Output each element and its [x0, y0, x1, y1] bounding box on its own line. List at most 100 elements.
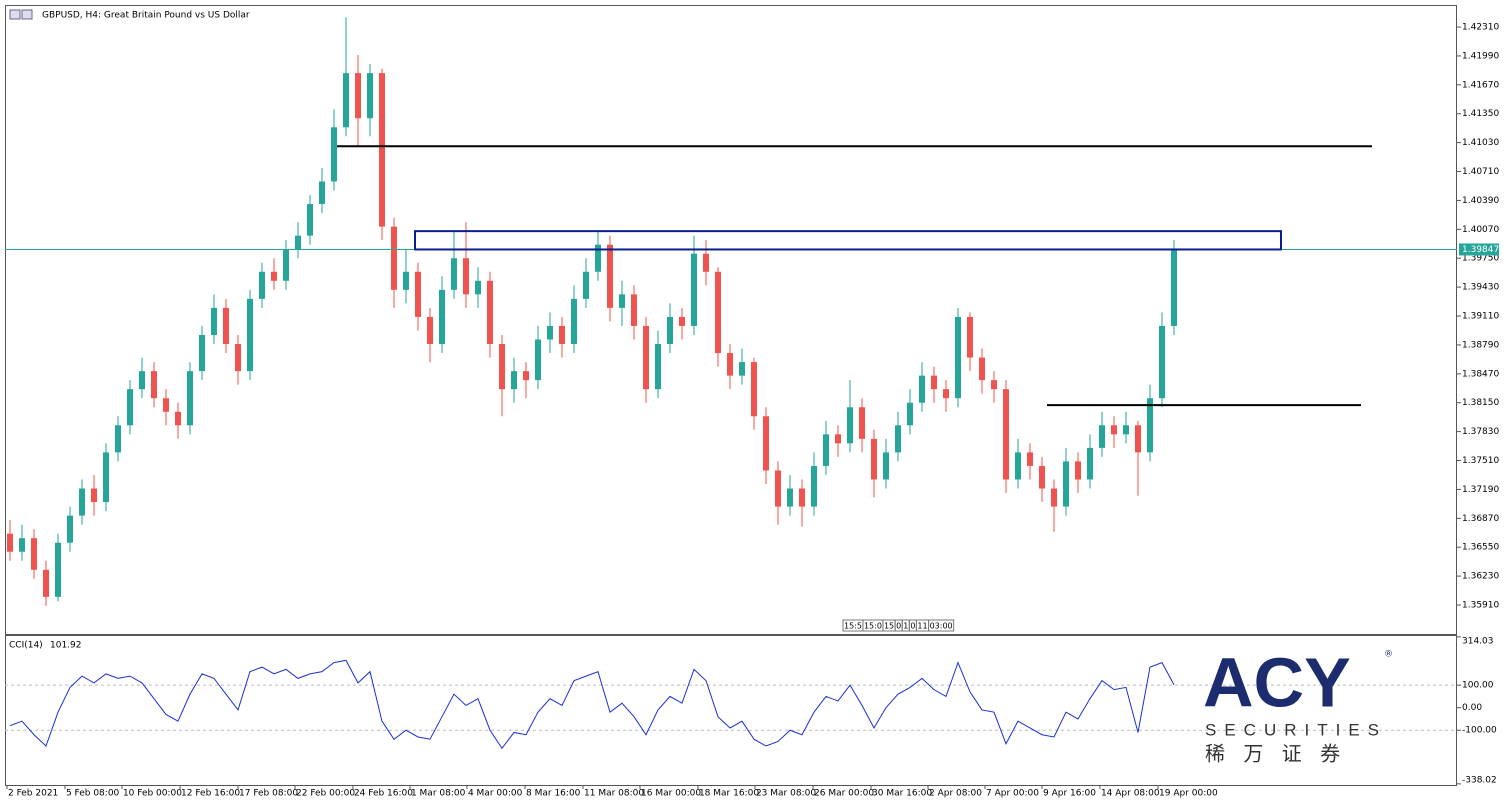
indicator-tick-label: -100.00 [1462, 726, 1497, 736]
candle-body [223, 307, 229, 345]
candle-body [1147, 398, 1153, 453]
candle-body [583, 271, 589, 299]
y-tick-label: 1.40390 [1462, 196, 1499, 206]
overlay-label: 0 [910, 622, 915, 631]
x-tick-label: 26 Mar 00:00 [814, 789, 874, 799]
candle-body [1171, 249, 1177, 326]
logo: ACY ® SECURITIES 稀 万 证 券 [1203, 643, 1393, 765]
symbol-icon [21, 9, 33, 20]
candle-body [667, 316, 673, 345]
candle-body [823, 434, 829, 466]
y-tick-label: 1.38790 [1462, 340, 1499, 350]
y-tick-label: 1.39110 [1462, 312, 1499, 322]
y-tick-label: 1.35910 [1462, 601, 1499, 611]
candle-body [1159, 325, 1165, 399]
y-tick-label: 1.37190 [1462, 485, 1499, 495]
y-tick-label: 1.38470 [1462, 369, 1499, 379]
candle-body [439, 289, 445, 345]
x-tick-label: 2 Apr 08:00 [929, 789, 982, 799]
candle-body [1123, 425, 1129, 435]
candle-body [607, 244, 613, 308]
y-tick-label: 1.42310 [1462, 23, 1499, 33]
zone [414, 230, 1282, 251]
candle-body [991, 380, 997, 390]
x-tick-label: 18 Mar 16:00 [699, 789, 759, 799]
candle-body [379, 73, 385, 227]
candle-body [1075, 461, 1081, 480]
candle-body [127, 389, 133, 426]
candle-body [415, 271, 421, 317]
candle-body [199, 334, 205, 372]
candle-body [703, 253, 709, 272]
x-tick-label: 7 Apr 00:00 [986, 789, 1039, 799]
candle-body [775, 470, 781, 507]
indicator-value: 101.92 [50, 641, 82, 651]
candle-body [283, 249, 289, 281]
x-tick-label: 16 Mar 00:00 [641, 789, 701, 799]
y-tick-label: 1.41350 [1462, 109, 1499, 119]
candle-body [319, 181, 325, 205]
candle-body [163, 398, 169, 412]
main-panel [5, 5, 1457, 635]
candle-body [631, 294, 637, 326]
logo-registered: ® [1384, 650, 1393, 660]
candle-body [895, 425, 901, 453]
x-tick-label: 22 Feb 00:00 [296, 789, 355, 799]
candle-body [211, 307, 217, 335]
y-tick-label: 1.37830 [1462, 427, 1499, 437]
y-tick-label: 1.37510 [1462, 456, 1499, 466]
y-tick-label: 1.41990 [1462, 51, 1499, 61]
candle-body [1099, 425, 1105, 448]
candle-body [907, 402, 913, 426]
overlay-label: 0 [896, 622, 901, 631]
candle-body [55, 542, 61, 597]
x-tick-label: 5 Feb 08:00 [66, 789, 120, 799]
candle-body [871, 438, 877, 480]
x-tick-label: 30 Mar 16:00 [872, 789, 932, 799]
symbol-icon [9, 9, 21, 20]
indicator-panel [5, 635, 1457, 786]
candle-body [619, 294, 625, 308]
candle-body [931, 375, 937, 390]
candle-body [811, 465, 817, 507]
candle-body [367, 73, 373, 119]
candle-body [7, 533, 13, 552]
candle-body [115, 425, 121, 453]
x-tick-label: 8 Mar 16:00 [526, 789, 581, 799]
indicator-line [9, 659, 1175, 750]
candle-body [91, 488, 97, 503]
y-tick-label: 1.39750 [1462, 254, 1499, 264]
overlay-label: 11 [917, 622, 927, 631]
candle-body [487, 280, 493, 345]
candle-body [883, 452, 889, 480]
candle-body [1051, 488, 1057, 507]
candle-body [247, 298, 253, 372]
candle-body [535, 339, 541, 381]
candle-body [43, 569, 49, 597]
indicator-tick-label: 100.00 [1462, 681, 1494, 691]
candle-body [427, 316, 433, 345]
chart-title: GBPUSD, H4: Great Britain Pound vs US Do… [42, 11, 250, 21]
candle-body [67, 515, 73, 543]
candle-body [187, 371, 193, 426]
candle-body [799, 488, 805, 507]
x-tick-label: 24 Feb 16:00 [354, 789, 413, 799]
candle-body [403, 271, 409, 290]
candle-body [175, 411, 181, 426]
candle-body [235, 344, 241, 372]
overlay-label: 1 [903, 622, 908, 631]
candle-body [547, 325, 553, 340]
candle-body [943, 389, 949, 399]
x-tick-label: 1 Mar 08:00 [411, 789, 466, 799]
logo-brand: ACY [1203, 643, 1351, 721]
candle-body [355, 73, 361, 119]
candle-body [691, 253, 697, 326]
candle-body [1063, 461, 1069, 507]
candle-body [139, 371, 145, 390]
candle-body [451, 258, 457, 290]
indicator-name: CCI(14) [9, 641, 43, 651]
candle-body [391, 226, 397, 290]
candle-body [559, 325, 565, 345]
x-tick-label: 14 Apr 08:00 [1101, 789, 1160, 799]
